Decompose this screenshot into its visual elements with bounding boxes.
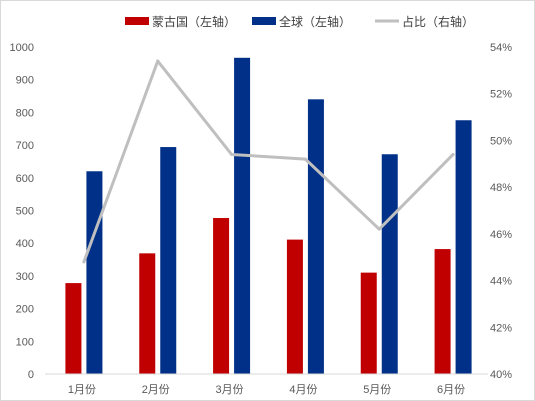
y-left-tick-label: 300	[16, 271, 34, 283]
y-right-tick-label: 42%	[490, 322, 512, 334]
y-right-tick-label: 48%	[490, 182, 512, 194]
bar-global	[307, 99, 324, 374]
line-point	[230, 152, 234, 156]
y-left-tick-label: 800	[16, 107, 34, 119]
y-axis-left: 0 100 200 300 400 500 600 700 800 900 1000	[10, 42, 34, 381]
y-left-tick-label: 400	[16, 238, 34, 250]
y-left-tick-label: 600	[16, 173, 34, 185]
bar-global	[160, 147, 177, 374]
x-tick-label: 3月份	[216, 383, 244, 396]
y-axis-right: 40% 42% 44% 46% 48% 50% 52% 54%	[490, 42, 512, 381]
x-tick-label: 1月份	[68, 383, 96, 396]
bar-mongolia	[65, 283, 82, 374]
bar-global	[455, 120, 472, 374]
legend-entry-label: 蒙古国（左轴）	[152, 14, 236, 29]
y-right-tick-label: 44%	[490, 276, 512, 288]
y-left-tick-label: 0	[28, 369, 34, 381]
y-left-tick-label: 100	[16, 336, 34, 348]
line-point	[82, 260, 86, 264]
legend-swatch	[125, 17, 149, 25]
legend: 蒙古国（左轴） 全球（左轴） 占比（右轴）	[125, 14, 474, 29]
line-series	[82, 59, 455, 264]
bar-global	[381, 154, 398, 374]
y-left-tick-label: 1000	[10, 42, 34, 54]
line-share	[82, 59, 455, 264]
bar-mongolia	[360, 272, 377, 374]
line-point	[451, 152, 455, 156]
bar-global	[234, 57, 251, 374]
x-tick-label: 4月份	[289, 383, 317, 396]
legend-swatch	[252, 17, 276, 25]
bar-series	[65, 57, 472, 374]
line-point	[303, 157, 307, 161]
y-right-tick-label: 40%	[490, 369, 512, 381]
bar-mongolia	[139, 253, 156, 374]
y-right-tick-label: 52%	[490, 89, 512, 101]
bar-global	[86, 171, 103, 374]
line-point	[377, 227, 381, 231]
y-left-tick-label: 900	[16, 75, 34, 87]
bar-mongolia	[286, 239, 303, 374]
y-left-tick-label: 200	[16, 304, 34, 316]
y-right-tick-label: 50%	[490, 135, 512, 147]
y-left-tick-label: 700	[16, 140, 34, 152]
bar-mongolia	[434, 249, 451, 374]
line-point	[156, 59, 160, 63]
x-tick-label: 6月份	[437, 383, 465, 396]
legend-entry-label: 占比（右轴）	[402, 14, 474, 29]
y-right-tick-label: 46%	[490, 229, 512, 241]
y-left-tick-label: 500	[16, 206, 34, 218]
x-tick-label: 2月份	[142, 383, 170, 396]
y-right-tick-label: 54%	[490, 42, 512, 54]
legend-entry-label: 全球（左轴）	[279, 14, 351, 29]
bar-mongolia	[213, 218, 230, 374]
x-tick-label: 5月份	[363, 383, 391, 396]
x-axis: 1月份 2月份 3月份 4月份 5月份 6月份	[45, 373, 488, 396]
